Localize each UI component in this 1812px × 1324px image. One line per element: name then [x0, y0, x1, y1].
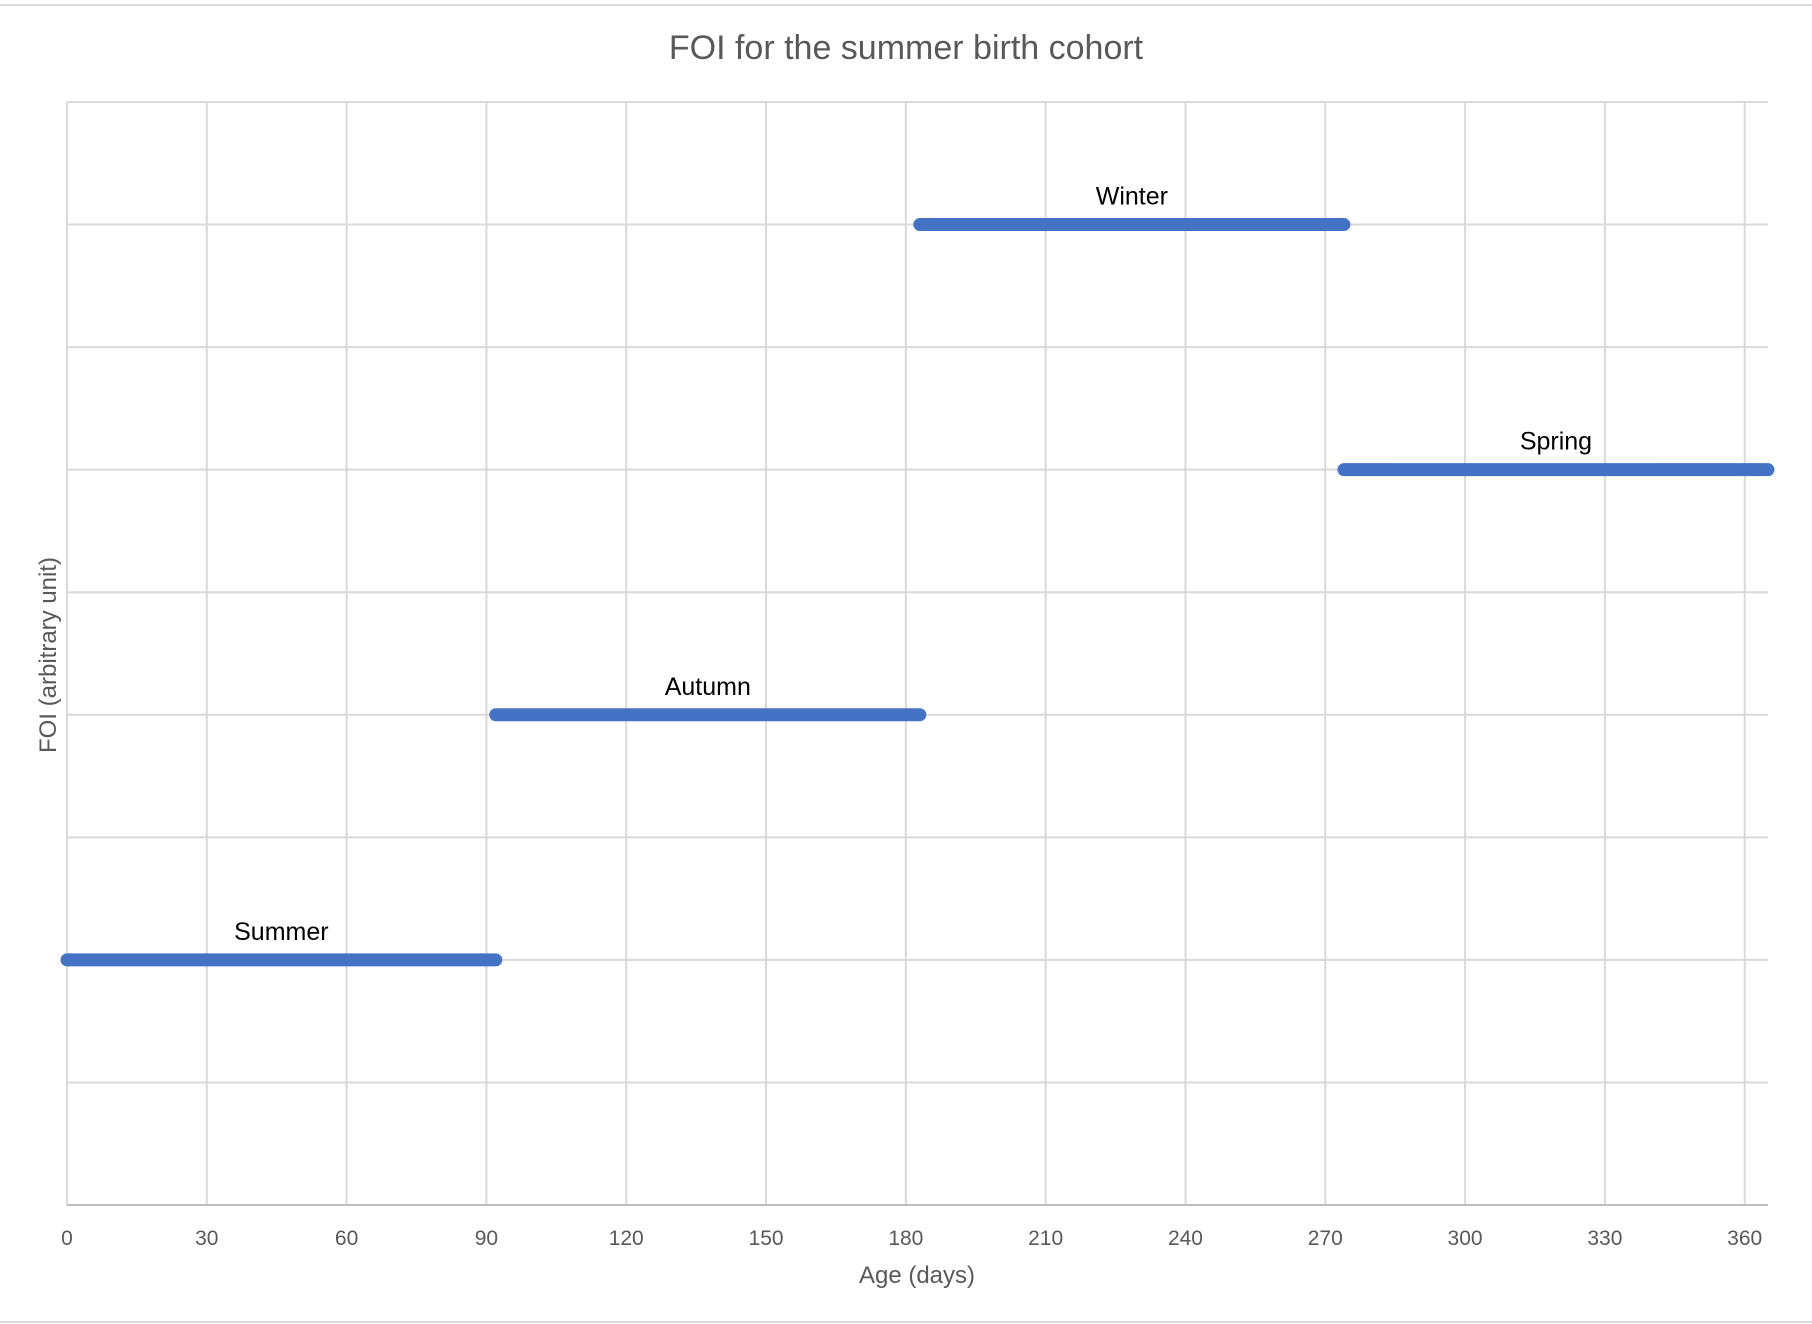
x-tick-label: 330 [1587, 1227, 1622, 1250]
x-tick-label: 210 [1028, 1227, 1063, 1250]
x-tick-label: 120 [609, 1227, 644, 1250]
x-tick-label: 30 [195, 1227, 218, 1250]
chart-title: FOI for the summer birth cohort [669, 29, 1144, 67]
x-tick-label: 90 [475, 1227, 498, 1250]
x-tick-label: 150 [749, 1227, 784, 1250]
gridlines [66, 101, 1768, 1205]
y-axis-label: FOI (arbitrary unit) [35, 557, 62, 753]
data-label-autumn: Autumn [665, 673, 751, 701]
x-tick-labels: 0 30 60 90 120 150 180 210 240 270 300 330 360 [61, 1227, 1762, 1250]
x-axis-label: Age (days) [859, 1262, 975, 1289]
x-tick-label: 300 [1448, 1227, 1483, 1250]
x-tick-label: 360 [1727, 1227, 1762, 1250]
data-label-summer: Summer [234, 918, 328, 946]
data-label-winter: Winter [1096, 183, 1168, 211]
x-tick-label: 240 [1168, 1227, 1203, 1250]
series-lines [60, 218, 1775, 967]
x-tick-label: 270 [1308, 1227, 1343, 1250]
x-tick-label: 180 [888, 1227, 923, 1250]
data-label-spring: Spring [1520, 428, 1592, 456]
series-labels: Summer Autumn Winter Spring [234, 183, 1592, 946]
x-tick-label: 60 [335, 1227, 358, 1250]
x-tick-label: 0 [61, 1227, 73, 1250]
